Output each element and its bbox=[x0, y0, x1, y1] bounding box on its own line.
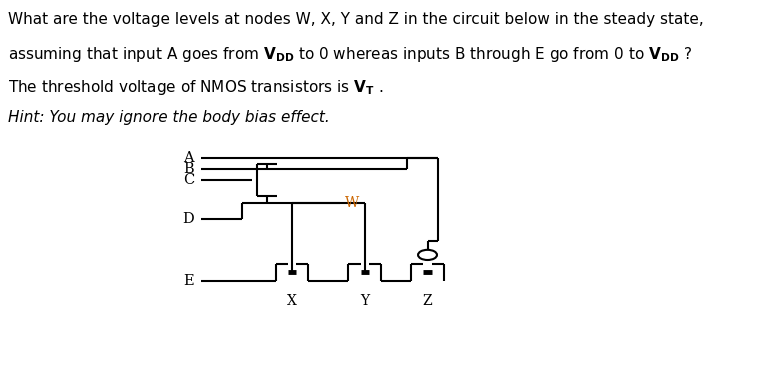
Text: A: A bbox=[184, 150, 194, 165]
Text: Y: Y bbox=[360, 294, 370, 308]
Text: E: E bbox=[184, 274, 194, 288]
Text: B: B bbox=[184, 162, 194, 176]
Text: D: D bbox=[182, 212, 194, 226]
Text: Hint: You may ignore the body bias effect.: Hint: You may ignore the body bias effec… bbox=[8, 111, 330, 126]
Text: What are the voltage levels at nodes W, X, Y and Z in the circuit below in the s: What are the voltage levels at nodes W, … bbox=[8, 12, 704, 27]
Circle shape bbox=[418, 250, 437, 260]
Text: C: C bbox=[183, 173, 194, 187]
Text: W: W bbox=[345, 196, 359, 210]
Text: The threshold voltage of NMOS transistors is $\mathbf{V_T}$ .: The threshold voltage of NMOS transistor… bbox=[8, 78, 384, 97]
Text: Z: Z bbox=[422, 294, 433, 308]
Text: X: X bbox=[287, 294, 297, 308]
Text: assuming that input A goes from $\mathbf{V_{DD}}$ to 0 whereas inputs B through : assuming that input A goes from $\mathbf… bbox=[8, 45, 692, 64]
